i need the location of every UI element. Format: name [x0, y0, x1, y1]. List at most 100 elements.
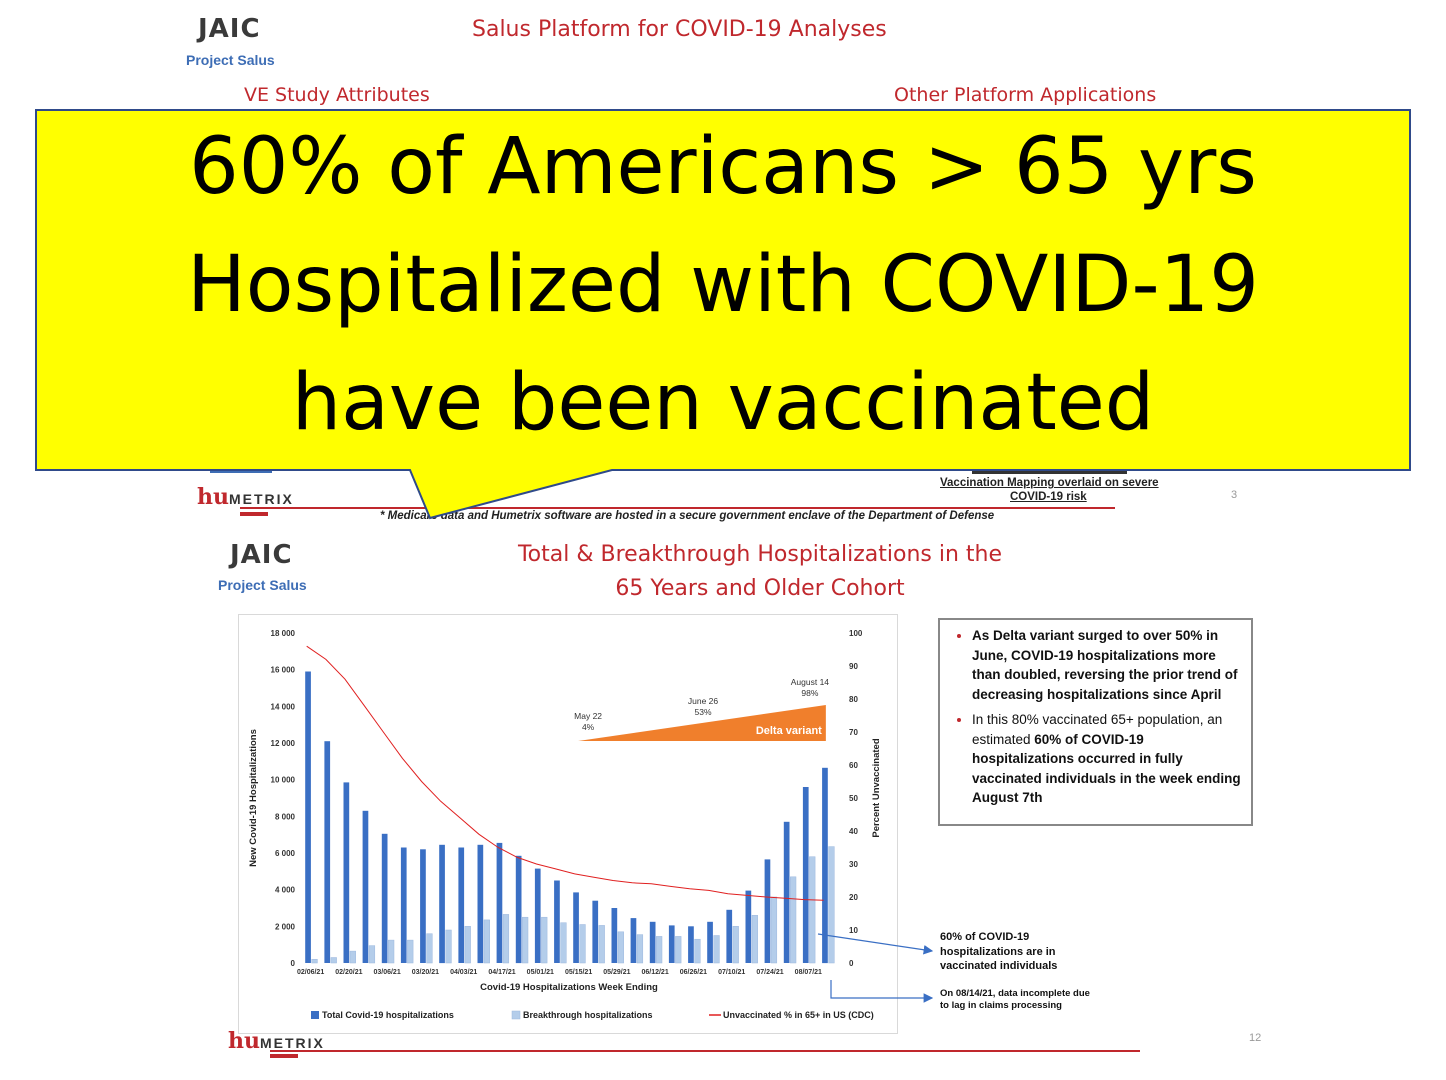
chart-frame: 0 2 000 4 000 6 000 8 000 10 000 12 000 14 000 1…: [238, 614, 898, 1034]
x-tick-label: 02/06/21: [297, 969, 324, 976]
bar-total: [649, 921, 656, 964]
y2-tick-label: 70: [849, 728, 858, 737]
callout-bubble: [35, 109, 1411, 520]
y2-tick-label: 80: [849, 695, 858, 704]
y2-tick-label: 0: [849, 959, 854, 968]
callout-shape: [35, 109, 1411, 520]
y-tick-label: 14 000: [271, 702, 296, 711]
y-axis-title: New Covid-19 Hospitalizations: [248, 729, 259, 867]
annotation-vaccinated: 60% of COVID-19 hospitalizations are in …: [940, 931, 1058, 972]
bar-total: [611, 908, 618, 963]
jaic-logo-top: JAIC: [198, 14, 261, 44]
bar-total: [688, 926, 694, 963]
bar-total: [726, 909, 733, 963]
x-tick-label: 03/06/21: [373, 969, 400, 976]
legend-label-breakthrough: Breakthrough hospitalizations: [523, 1010, 653, 1020]
legend-swatch-total: [311, 1011, 319, 1019]
bottom-title-line-1: Total & Breakthrough Hospitalizations in…: [517, 542, 1003, 567]
bar-breakthrough: [617, 931, 624, 964]
bar-total: [802, 787, 809, 963]
bar-breakthrough: [675, 936, 682, 964]
bar-breakthrough: [426, 933, 433, 964]
legend-swatch-breakthrough: [511, 1010, 521, 1020]
legend-label-total: Total Covid-19 hospitalizations: [322, 1010, 454, 1020]
y2-tick-label: 90: [849, 662, 858, 671]
legend-label-unvaccinated: Unvaccinated % in 65+ in US (CDC): [723, 1010, 874, 1020]
x-tick-label: 02/20/21: [335, 969, 362, 976]
bar-total: [496, 842, 503, 963]
bar-breakthrough: [388, 939, 395, 964]
bar-total: [630, 918, 637, 963]
bar-total: [554, 880, 560, 963]
y-tick-label: 18 000: [271, 629, 296, 638]
y-tick-label: 16 000: [271, 666, 296, 675]
bottom-title-line-2: 65 Years and Older Cohort: [615, 576, 905, 601]
bar-breakthrough: [502, 914, 510, 964]
bottom-page-number: 12: [1249, 1032, 1262, 1044]
bar-breakthrough: [790, 876, 797, 964]
bar-total: [458, 847, 465, 963]
bar-breakthrough: [330, 957, 337, 964]
top-red-accent: [240, 512, 268, 516]
x-tick-label: 06/26/21: [680, 969, 707, 976]
bar-total: [764, 859, 771, 963]
project-salus-label-top: Project Salus: [186, 52, 275, 68]
bar-total: [324, 741, 331, 963]
y2-tick-label: 60: [849, 761, 858, 770]
x-tick-label: 05/29/21: [603, 969, 630, 976]
x-tick-label: 03/20/21: [412, 969, 439, 976]
x-tick-label: 08/07/21: [795, 969, 822, 976]
bar-breakthrough: [598, 925, 605, 964]
x-tick-label: 07/24/21: [756, 969, 783, 976]
bar-breakthrough: [541, 916, 548, 964]
x-tick-label: 05/01/21: [527, 969, 554, 976]
bar-breakthrough: [713, 935, 720, 964]
bar-breakthrough: [464, 926, 471, 964]
bar-breakthrough: [636, 934, 644, 964]
y-tick-label: 6 000: [275, 849, 296, 858]
bar-total: [534, 868, 541, 963]
y-tick-label: 4 000: [275, 886, 296, 895]
delta-point-value: 4%: [582, 722, 595, 732]
bar-breakthrough: [445, 929, 452, 964]
bar-breakthrough: [368, 945, 376, 964]
bar-total: [381, 833, 388, 964]
delta-point-date: June 26: [688, 696, 719, 706]
delta-point-date: May 22: [574, 711, 602, 721]
y2-tick-label: 40: [849, 827, 858, 836]
top-red-rule: [240, 507, 1115, 509]
bar-total: [439, 844, 445, 964]
bar-breakthrough: [579, 924, 586, 964]
project-salus-label-bottom: Project Salus: [218, 577, 307, 593]
bottom-red-accent: [270, 1054, 298, 1058]
top-slide-title: Salus Platform for COVID-19 Analyses: [472, 17, 887, 42]
x-tick-label: 04/03/21: [450, 969, 477, 976]
bar-total: [515, 855, 522, 964]
bar-total: [477, 844, 484, 964]
bar-breakthrough: [560, 922, 567, 964]
vaccination-mapping-caption-2: COVID-19 risk: [1010, 491, 1087, 503]
callout-line-1: 60% of Americans > 65 yrs: [189, 122, 1257, 212]
y2-tick-label: 100: [849, 629, 863, 638]
x-tick-label: 04/17/21: [488, 969, 515, 976]
delta-point-value: 53%: [694, 707, 711, 717]
ve-study-heading: VE Study Attributes: [244, 84, 430, 106]
annotation-incomplete: On 08/14/21, data incomplete due to lag …: [940, 988, 1090, 1011]
bottom-slide-title: Total & Breakthrough Hospitalizations in…: [440, 538, 1080, 606]
bar-breakthrough: [828, 846, 835, 964]
footnote-dod: * Medicare data and Humetrix software ar…: [380, 510, 995, 522]
bar-total: [668, 925, 675, 963]
x-tick-label: 07/10/21: [718, 969, 745, 976]
callout-line-2: Hospitalized with COVID-19: [187, 240, 1259, 330]
bar-breakthrough: [522, 916, 529, 964]
bar-total: [343, 782, 350, 963]
callout-message: 60% of Americans > 65 yrs Hospitalized w…: [36, 108, 1410, 462]
bar-total: [573, 892, 579, 963]
y-tick-label: 12 000: [271, 739, 296, 748]
y2-tick-label: 20: [849, 893, 858, 902]
y-tick-label: 0: [291, 959, 296, 968]
x-tick-label: 06/12/21: [641, 969, 668, 976]
bar-breakthrough: [694, 938, 701, 964]
callout-line-3: have been vaccinated: [291, 358, 1155, 448]
bar-breakthrough: [349, 950, 356, 964]
